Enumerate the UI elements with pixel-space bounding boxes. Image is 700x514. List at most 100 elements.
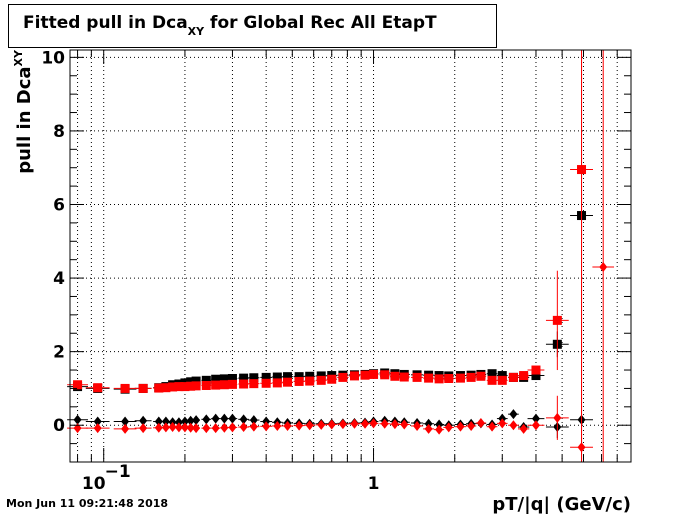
data-point-square [487, 369, 497, 379]
data-point-diamond [262, 421, 271, 432]
x-tick-label: 1 [368, 474, 380, 494]
axis-ticks [70, 50, 632, 463]
data-point-square [261, 372, 271, 382]
data-point-square [444, 373, 454, 383]
chart-title: Fitted pull in DcaXY for Global Rec All … [23, 13, 437, 38]
data-point-diamond [361, 418, 370, 429]
data-point-diamond [239, 414, 248, 425]
data-point-diamond [273, 420, 282, 431]
data-point-square [552, 315, 562, 325]
data-point-diamond [553, 412, 562, 423]
data-point-square [305, 371, 315, 381]
data-point-square [249, 373, 259, 383]
data-point-square [227, 379, 237, 389]
data-point-diamond [456, 421, 465, 432]
grid-lines [70, 50, 632, 462]
data-point-square [154, 383, 164, 393]
data-point-diamond [161, 422, 170, 433]
data-point-square [211, 374, 221, 384]
data-point-square [531, 371, 541, 381]
data-point-square [316, 375, 326, 385]
data-point-diamond [211, 413, 220, 424]
data-point-diamond [154, 422, 163, 433]
data-point-square [138, 383, 148, 393]
plot-frame [69, 49, 632, 463]
data-point-square [249, 379, 259, 389]
data-point-square [191, 381, 201, 391]
y-tick-label: 6 [53, 196, 65, 216]
y-tick-label: 4 [53, 269, 65, 289]
y-tick-label: 0 [53, 416, 65, 436]
data-point-diamond [531, 413, 540, 424]
data-point-diamond [168, 422, 177, 433]
footer-timestamp: Mon Jun 11 09:21:48 2018 [6, 497, 169, 510]
y-tick-label: 10 [41, 48, 65, 68]
data-point-square [349, 371, 359, 381]
data-point-square [283, 372, 293, 382]
data-point-square [434, 374, 444, 384]
data-point-diamond [498, 418, 507, 429]
data-point-square [531, 365, 541, 375]
data-point-diamond [467, 420, 476, 431]
data-point-square [327, 374, 337, 384]
data-point-diamond [192, 415, 201, 426]
data-point-diamond [380, 418, 389, 429]
data-point-diamond [305, 420, 314, 431]
x-axis-label: pT/|q| (GeV/c) [492, 494, 631, 514]
data-point-diamond [93, 416, 102, 427]
data-point-diamond [424, 423, 433, 434]
data-point-square [338, 372, 348, 382]
data-point-diamond [202, 414, 211, 425]
data-point-square [227, 373, 237, 383]
data-point-diamond [350, 418, 359, 429]
data-point-square [497, 375, 507, 385]
data-point-square [412, 372, 422, 382]
data-point-diamond [154, 416, 163, 427]
data-point-diamond [295, 420, 304, 431]
data-point-diamond [93, 423, 102, 434]
data-point-square [455, 373, 465, 383]
data-point-diamond [519, 423, 528, 434]
data-point-diamond [531, 420, 540, 431]
data-point-diamond [186, 422, 195, 433]
data-point-square [466, 372, 476, 382]
data-point-square [380, 370, 390, 380]
data-point-square [360, 370, 370, 380]
y-tick-label: 2 [53, 343, 65, 363]
data-point-square [390, 371, 400, 381]
data-point-square [219, 374, 229, 384]
data-point-square [272, 372, 282, 382]
data-point-diamond [174, 422, 183, 433]
data-point-diamond [211, 423, 220, 434]
y-tick-label: 8 [53, 122, 65, 142]
data-point-square [168, 382, 178, 392]
data-point-square [239, 373, 249, 383]
data-point-diamond [400, 419, 409, 430]
data-point-diamond [180, 416, 189, 427]
data-point-square [294, 372, 304, 382]
data-point-square [161, 383, 171, 393]
data-point-square [519, 371, 529, 381]
data-point-diamond [488, 421, 497, 432]
data-point-diamond [369, 418, 378, 429]
data-point-diamond [228, 413, 237, 424]
chart-title-main: Fitted pull in Dca [23, 13, 188, 33]
data-point-square [186, 381, 196, 391]
data-point-square [261, 378, 271, 388]
y-axis-label-main: pull in Dca [14, 66, 35, 173]
data-point-diamond [577, 442, 586, 453]
chart-title-subscript: XY [187, 25, 205, 38]
data-point-diamond [509, 409, 518, 420]
data-point-diamond [180, 422, 189, 433]
data-point-square [201, 375, 211, 385]
chart-title-rest: for Global Rec All EtapT [204, 13, 437, 33]
data-point-square [294, 376, 304, 386]
data-point-square [476, 371, 486, 381]
data-point-diamond [476, 418, 485, 429]
y-axis-label: pull in DcaXY [12, 49, 35, 174]
data-point-diamond [327, 419, 336, 430]
data-point-diamond [317, 419, 326, 430]
data-point-diamond [599, 262, 608, 273]
